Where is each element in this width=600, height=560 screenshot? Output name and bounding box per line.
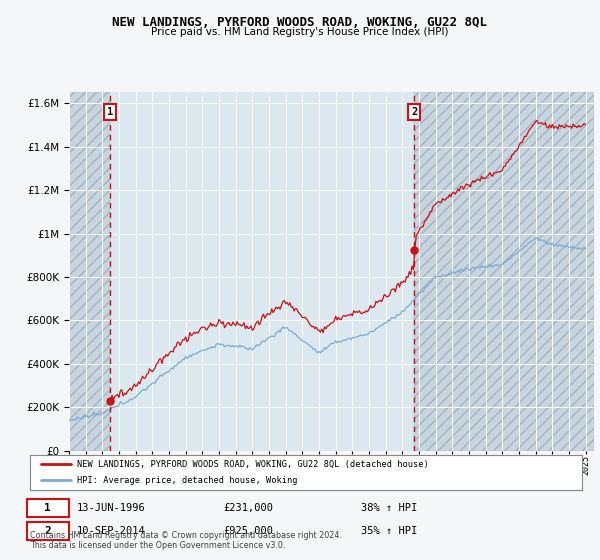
Bar: [69, 92, 110, 451]
Text: NEW LANDINGS, PYRFORD WOODS ROAD, WOKING, GU22 8QL: NEW LANDINGS, PYRFORD WOODS ROAD, WOKING…: [113, 16, 487, 29]
Text: 10-SEP-2014: 10-SEP-2014: [77, 526, 146, 536]
Text: Price paid vs. HM Land Registry's House Price Index (HPI): Price paid vs. HM Land Registry's House …: [151, 27, 449, 37]
Text: 2: 2: [44, 526, 51, 536]
Text: 1: 1: [107, 107, 113, 117]
Text: £231,000: £231,000: [223, 503, 273, 513]
Text: Contains HM Land Registry data © Crown copyright and database right 2024.
This d: Contains HM Land Registry data © Crown c…: [30, 531, 342, 550]
Text: £925,000: £925,000: [223, 526, 273, 536]
Text: HPI: Average price, detached house, Woking: HPI: Average price, detached house, Woki…: [77, 476, 298, 485]
FancyBboxPatch shape: [27, 522, 68, 540]
Text: 13-JUN-1996: 13-JUN-1996: [77, 503, 146, 513]
Text: NEW LANDINGS, PYRFORD WOODS ROAD, WOKING, GU22 8QL (detached house): NEW LANDINGS, PYRFORD WOODS ROAD, WOKING…: [77, 460, 428, 469]
Text: 35% ↑ HPI: 35% ↑ HPI: [361, 526, 418, 536]
FancyBboxPatch shape: [27, 498, 68, 517]
Bar: [69, 92, 110, 451]
Text: 2: 2: [411, 107, 417, 117]
Bar: [414, 92, 594, 451]
Text: 1: 1: [44, 503, 51, 513]
Bar: [414, 92, 594, 451]
Text: 38% ↑ HPI: 38% ↑ HPI: [361, 503, 418, 513]
